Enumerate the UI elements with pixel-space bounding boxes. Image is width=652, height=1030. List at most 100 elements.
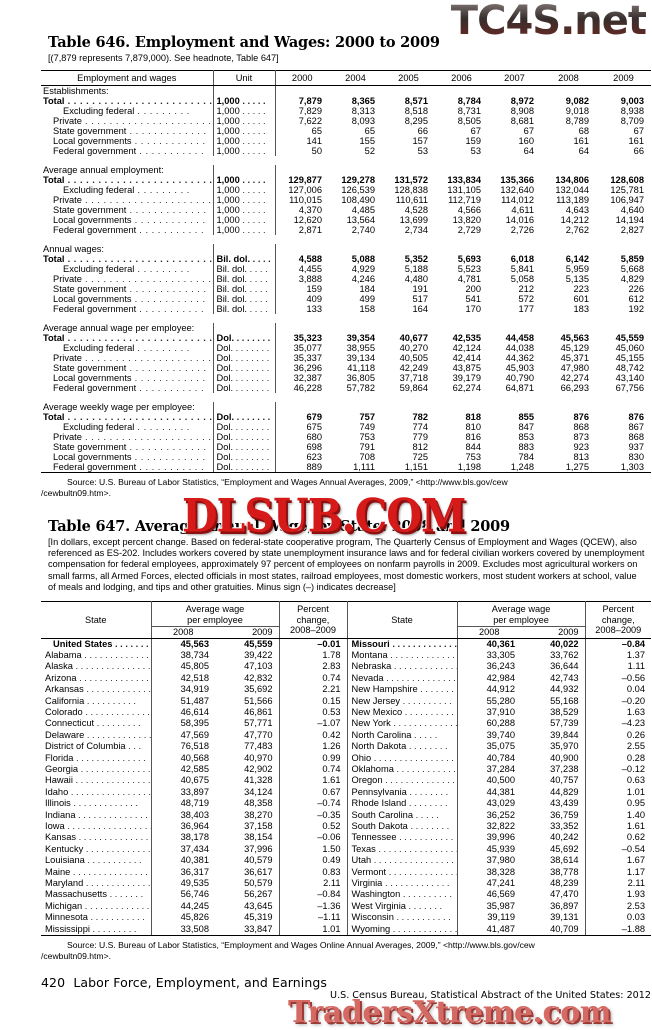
wage-value-2008: 38,328 bbox=[486, 866, 516, 877]
wage-value-2009: 38,529 bbox=[521, 706, 586, 719]
row-value: 125,781 bbox=[610, 185, 644, 195]
row-value: 4,370 bbox=[298, 205, 322, 215]
state-label: Montana bbox=[351, 649, 388, 660]
row-label-text: Private bbox=[53, 274, 82, 284]
state-name: Missouri . . . . . . . . . . . . . bbox=[347, 638, 458, 650]
wage-value-2008: 56,746 bbox=[180, 889, 209, 900]
section-heading-blank bbox=[382, 86, 435, 97]
state-label: District of Columbia bbox=[45, 741, 126, 752]
dot-leader: . . . . . . . . . . . bbox=[396, 832, 454, 843]
wage-value-2009: 37,996 bbox=[215, 843, 280, 856]
wage-value-2009: 47,770 bbox=[215, 729, 280, 742]
state-label: Ohio bbox=[351, 752, 372, 763]
dot-leader: . . . . . . . bbox=[417, 684, 454, 695]
dot-leader: . . . . . . . . . . . bbox=[136, 146, 205, 156]
dot-leader: . . . . . . . . . . . . . . . . . . . . … bbox=[85, 116, 212, 126]
row-label: Total . . . . . . . . . . . . . . . . . … bbox=[41, 96, 214, 106]
wage-value-2008: 44,381 bbox=[486, 786, 516, 797]
col-header-2000: 2000 bbox=[275, 70, 329, 86]
wage-value-2008: 45,805 bbox=[180, 661, 209, 672]
row-value: 67 bbox=[470, 126, 481, 136]
col-header-average-wage-left: Average wage per employee bbox=[151, 601, 280, 627]
table-646-spacer-row bbox=[41, 393, 651, 402]
percent-change-value: 1.40 bbox=[626, 809, 646, 820]
row-label: Private . . . . . . . . . . . . . . . . … bbox=[41, 432, 214, 442]
unit-dot-leader: . . . . . bbox=[239, 205, 266, 215]
section-heading-blank bbox=[275, 165, 329, 175]
pct-line1-left: Percent bbox=[297, 604, 329, 614]
table-646-row: Federal government . . . . . . . . . . .… bbox=[41, 225, 651, 235]
wage-value-2009: 34,124 bbox=[215, 786, 280, 799]
wage-value-2009: 44,932 bbox=[521, 684, 586, 696]
section-heading-blank bbox=[596, 323, 651, 333]
row-value: 128,838 bbox=[394, 185, 428, 195]
wage-value-2009: 37,158 bbox=[215, 821, 280, 833]
row-value: 45,371 bbox=[560, 353, 589, 363]
state-label: Idaho bbox=[45, 786, 69, 797]
watermark-dlsub: DLSUB.COM bbox=[181, 488, 467, 544]
row-value: 9,018 bbox=[565, 106, 589, 116]
row-label: Local governments . . . . . . . . . . . … bbox=[41, 452, 214, 462]
table-646-section-heading: Annual wages: bbox=[41, 244, 651, 254]
section-heading-blank bbox=[329, 165, 382, 175]
row-label-text: State government bbox=[53, 363, 127, 373]
row-value: 774 bbox=[412, 422, 428, 432]
dot-leader: . . . . . . . . . . . . . . . . . . . . … bbox=[67, 175, 213, 185]
wage-value-2008: 38,178 bbox=[180, 832, 209, 843]
row-label-text: Federal government bbox=[53, 383, 137, 393]
wage-value-2008: 37,434 bbox=[180, 843, 209, 854]
row-unit: 1,000 . . . . . bbox=[213, 106, 276, 116]
row-value: 45,903 bbox=[505, 363, 534, 373]
table-647-row: Maine . . . . . . . . . . . . . . . . 36,… bbox=[41, 866, 651, 879]
row-value: 13,820 bbox=[452, 215, 481, 225]
table-647-source-line2: /cewbultn09.htm>. bbox=[41, 950, 111, 961]
row-value: 50 bbox=[311, 146, 322, 156]
wage-value-2008: 37,980 bbox=[486, 855, 516, 866]
percent-change-value: 2.21 bbox=[279, 684, 348, 696]
row-value: 5,135 bbox=[565, 274, 589, 284]
row-label: Local governments . . . . . . . . . . . … bbox=[41, 136, 214, 146]
row-label-text: State government bbox=[53, 126, 127, 136]
row-label: Excluding federal . . . . . . . . . bbox=[41, 264, 214, 274]
row-value: 68 bbox=[578, 126, 589, 136]
row-value: 4,611 bbox=[511, 205, 534, 215]
row-unit-text: Dol. bbox=[216, 373, 234, 383]
table-646-source-line1: Source: U.S. Bureau of Labor Statistics,… bbox=[67, 477, 508, 487]
state-name: Georgia . . . . . . . . . . . . . . bbox=[41, 763, 152, 776]
table-647-row: Indiana . . . . . . . . . . . . . . 38,40… bbox=[41, 809, 651, 821]
table-646-row: Private . . . . . . . . . . . . . . . . … bbox=[41, 116, 651, 126]
row-value: 6,142 bbox=[565, 254, 589, 264]
row-unit-text: Dol. bbox=[216, 422, 234, 432]
percent-change-value: 2.11 bbox=[279, 878, 348, 890]
state-name: Hawaii . . . . . . . . . . . . . . . bbox=[41, 775, 152, 787]
row-value: 6,018 bbox=[510, 254, 534, 264]
row-value: 5,841 bbox=[510, 264, 534, 274]
row-unit: Bil. dol. . . . . bbox=[213, 304, 276, 314]
dot-leader: . . . . . . . . . . . . . bbox=[393, 763, 458, 774]
row-unit: 1,000 . . . . . bbox=[213, 195, 276, 205]
section-heading-blank bbox=[596, 86, 651, 97]
row-value: 623 bbox=[306, 452, 322, 462]
unit-dot-leader: . . . . . bbox=[239, 185, 266, 195]
row-value: 1,198 bbox=[457, 462, 481, 472]
unit-dot-leader: . . . . . . . bbox=[233, 383, 270, 393]
row-unit-text: 1,000 bbox=[216, 106, 240, 116]
state-name: Idaho . . . . . . . . . . . . . . . . bbox=[41, 786, 152, 799]
row-value: 855 bbox=[518, 412, 534, 422]
table-647-row: District of Columbia . . . 76,518 77,483 1.… bbox=[41, 741, 651, 753]
percent-change-value: 0.42 bbox=[279, 729, 348, 742]
row-label: Excluding federal . . . . . . . . . bbox=[41, 422, 214, 432]
state-name: North Carolina . . . . . bbox=[347, 729, 458, 742]
dot-leader: . . . . . . . . . . . . . . bbox=[76, 672, 149, 683]
state-name: New York . . . . . . . . . . . . . bbox=[347, 718, 458, 730]
state-label: Vermont bbox=[351, 866, 387, 877]
state-label: Alabama bbox=[45, 649, 82, 660]
row-value: 2,762 bbox=[565, 225, 589, 235]
section-heading-blank bbox=[596, 244, 651, 254]
wage-value-2008: 35,987 bbox=[486, 900, 516, 911]
row-value: 1,303 bbox=[620, 462, 644, 472]
table-647-source-line1: Source: U.S. Bureau of Labor Statistics,… bbox=[67, 940, 535, 951]
dot-leader: . . . . . . . bbox=[112, 638, 149, 649]
section-heading-blank bbox=[596, 165, 651, 175]
row-value: 4,829 bbox=[620, 274, 644, 284]
